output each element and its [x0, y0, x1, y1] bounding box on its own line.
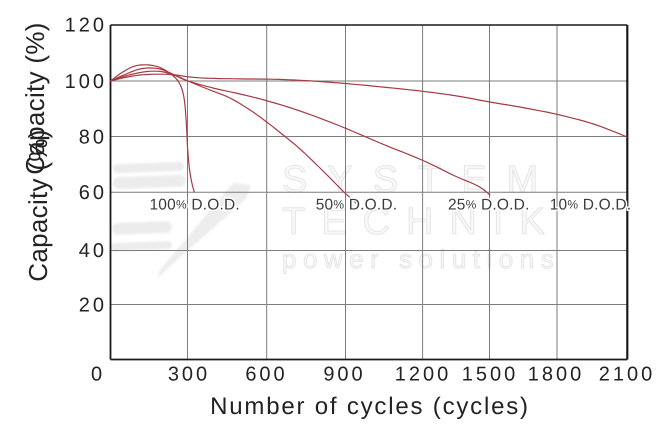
svg-text:25% D.O.D.: 25% D.O.D. [448, 197, 530, 214]
svg-text:1800: 1800 [528, 364, 585, 386]
svg-text:power solutions: power solutions [282, 244, 560, 274]
svg-text:Number of cycles (cycles): Number of cycles (cycles) [210, 393, 530, 420]
svg-text:900: 900 [323, 364, 365, 386]
svg-text:10% D.O.D.: 10% D.O.D. [550, 197, 632, 214]
svg-text:40: 40 [79, 240, 107, 262]
svg-text:100: 100 [65, 71, 107, 93]
svg-text:80: 80 [79, 127, 107, 149]
svg-text:Capacity (%): Capacity (%) [20, 22, 50, 174]
svg-text:100% D.O.D.: 100% D.O.D. [149, 197, 239, 214]
svg-text:600: 600 [245, 364, 287, 386]
svg-text:120: 120 [65, 15, 107, 37]
svg-text:SYSTEM: SYSTEM [282, 159, 558, 201]
svg-text:Capacity (%): Capacity (%) [23, 129, 53, 281]
svg-text:1500: 1500 [462, 364, 519, 386]
svg-text:20: 20 [79, 295, 107, 317]
svg-text:TECHNIK: TECHNIK [282, 201, 561, 243]
svg-text:2100: 2100 [599, 364, 656, 386]
svg-text:50% D.O.D.: 50% D.O.D. [316, 197, 398, 214]
svg-text:60: 60 [79, 182, 107, 204]
svg-text:0: 0 [91, 364, 105, 386]
svg-text:300: 300 [168, 364, 210, 386]
svg-text:1200: 1200 [395, 364, 452, 386]
